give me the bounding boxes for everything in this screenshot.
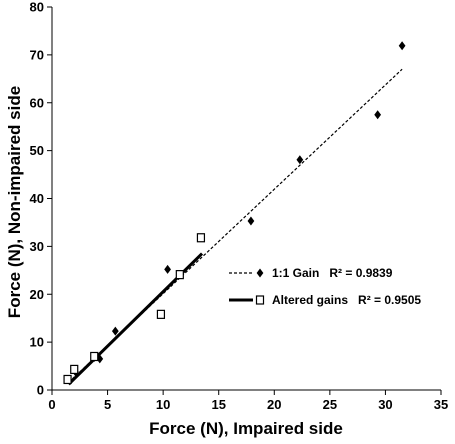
data-point-square <box>63 374 72 385</box>
x-tick-label: 35 <box>434 397 448 412</box>
data-point-square <box>156 309 166 319</box>
y-tick-label: 80 <box>30 0 44 15</box>
y-axis-title: Force (N), Non-impaired side <box>5 86 24 318</box>
legend: 1:1 Gain R² = 0.9839 Altered gains R² = 0.… <box>229 266 421 307</box>
data-point-diamond <box>111 326 119 336</box>
x-tick-label: 25 <box>323 397 337 412</box>
y-tick-label: 20 <box>30 287 44 302</box>
data-point-square <box>175 270 184 280</box>
x-tick-label: 0 <box>48 397 55 412</box>
x-tick-label: 20 <box>267 397 281 412</box>
plot-area: 0 5 10 15 20 25 30 35 0 10 20 30 40 50 60 70 80 <box>30 0 449 412</box>
legend-marker-square <box>255 295 265 305</box>
y-tick-label: 60 <box>30 95 44 110</box>
data-point-diamond <box>247 216 255 226</box>
y-tick-label: 50 <box>30 143 44 158</box>
data-point-square <box>90 351 99 362</box>
y-tick-label: 70 <box>30 47 44 62</box>
legend-marker-diamond <box>256 268 264 278</box>
data-point-diamond <box>374 110 382 120</box>
data-point-square <box>70 364 79 375</box>
data-point-diamond <box>398 41 406 51</box>
data-point-diamond <box>296 155 304 165</box>
legend-r2-label: R² = 0.9839 <box>329 266 392 280</box>
legend-label-1-1-gain: 1:1 Gain R² = 0.9839 <box>272 266 393 280</box>
legend-label-altered-gains: Altered gains R² = 0.9505 <box>272 293 421 307</box>
y-tick-label: 10 <box>30 335 44 350</box>
data-point-square <box>196 233 206 243</box>
y-tick-label: 0 <box>37 383 44 398</box>
x-axis-title: Force (N), Impaired side <box>149 419 343 438</box>
x-tick-label: 30 <box>378 397 392 412</box>
x-tick-label: 5 <box>104 397 111 412</box>
data-point-diamond <box>164 264 171 274</box>
legend-r2-label: R² = 0.9505 <box>358 293 421 307</box>
y-tick-label: 40 <box>30 191 44 206</box>
legend-series-name: 1:1 Gain <box>272 266 319 280</box>
x-tick-label: 10 <box>156 397 170 412</box>
y-tick-label: 30 <box>30 239 44 254</box>
x-tick-label: 15 <box>211 397 225 412</box>
legend-series-name: Altered gains <box>272 293 348 307</box>
